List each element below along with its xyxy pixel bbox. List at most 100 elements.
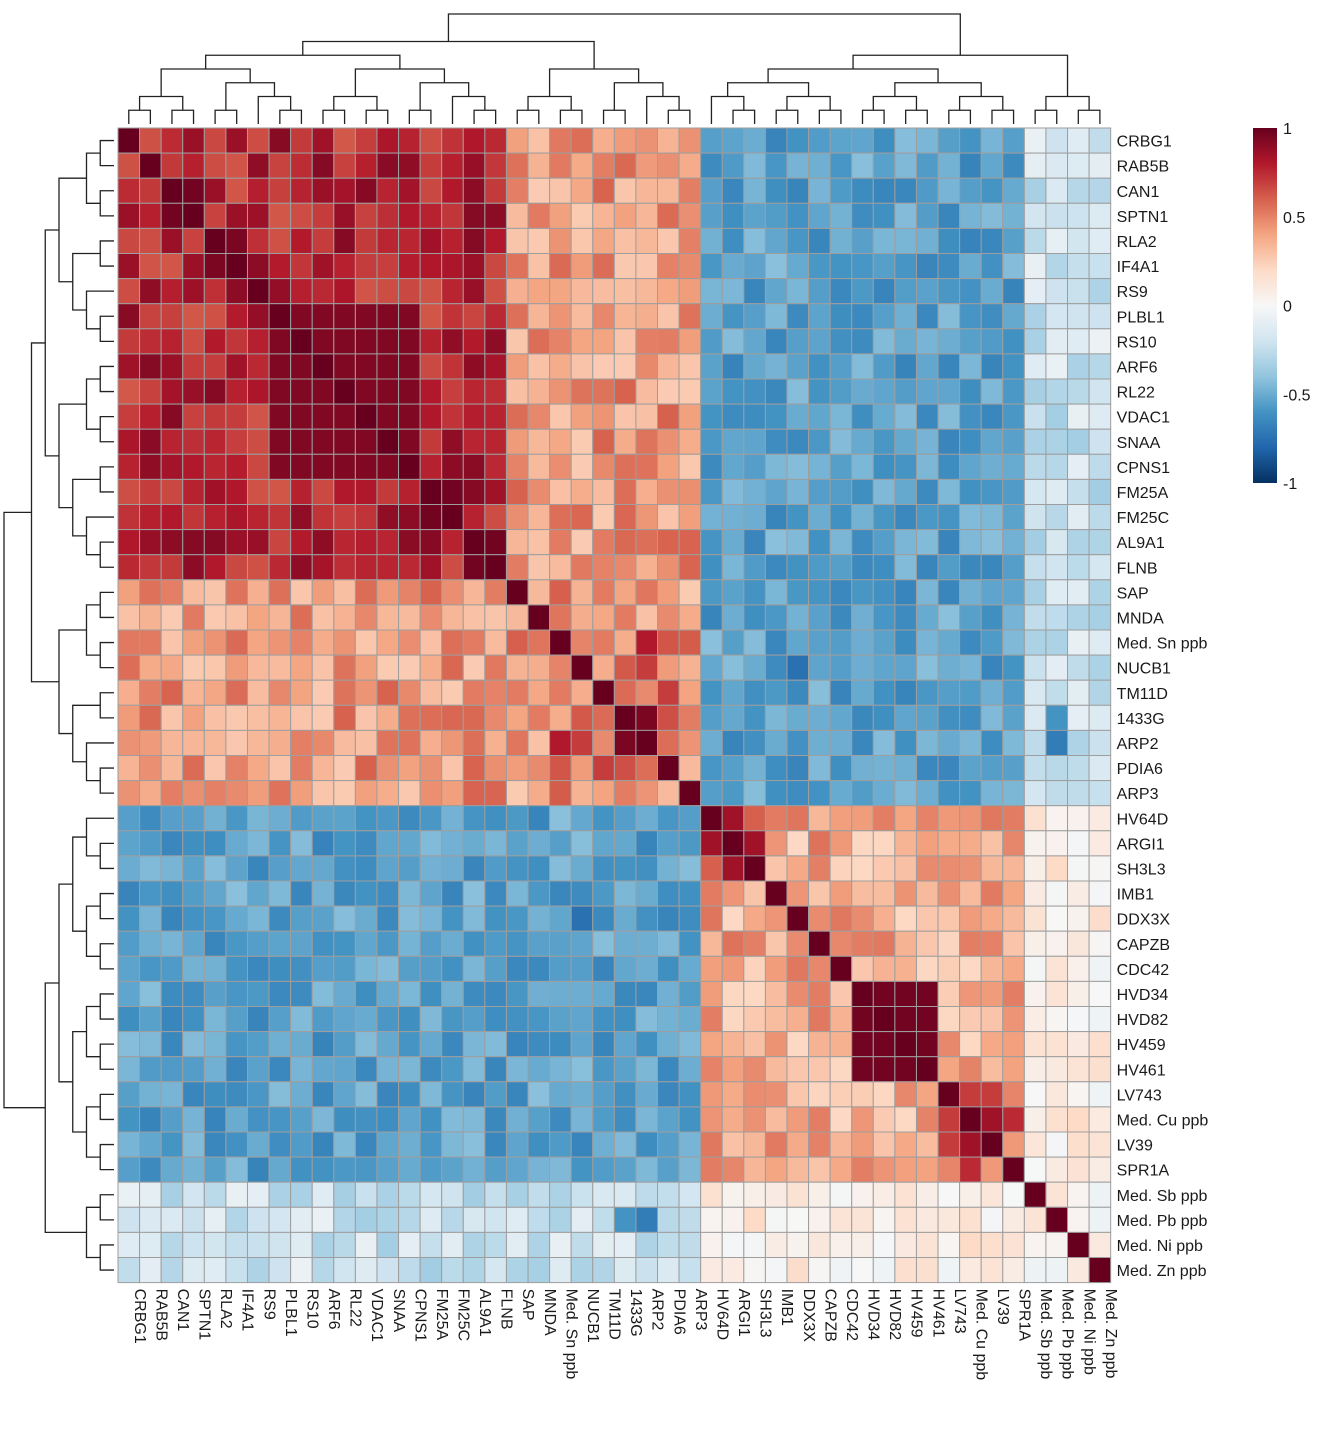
column-labels: CRBG1 RAB5B CAN1 SPTN1 RLA2 IF4A1 RS9 PLBL1 RS10… xyxy=(131,1289,1119,1381)
heatmap-cell xyxy=(700,453,723,480)
heatmap-cell xyxy=(376,554,400,581)
heatmap-cell xyxy=(700,1181,723,1208)
heatmap-cell xyxy=(678,227,702,254)
heatmap-cell xyxy=(851,980,874,1008)
heatmap-cell xyxy=(635,378,658,405)
heatmap-cell xyxy=(872,729,896,757)
heatmap-cell xyxy=(678,202,702,229)
heatmap-cell xyxy=(225,629,248,656)
heatmap-cell xyxy=(915,202,939,229)
heatmap-cell xyxy=(182,127,205,154)
heatmap-cell xyxy=(657,127,680,154)
heatmap-cell xyxy=(678,1106,702,1133)
heatmap-cell xyxy=(980,227,1004,254)
heatmap-cell xyxy=(613,1081,637,1108)
dendrogram-branch xyxy=(905,109,928,124)
heatmap-cell xyxy=(139,855,162,882)
heatmap-cell xyxy=(139,504,162,531)
heatmap-cell xyxy=(527,930,551,957)
heatmap-cell xyxy=(635,1257,658,1284)
heatmap-cell xyxy=(484,1156,507,1183)
heatmap-cell xyxy=(441,679,464,706)
heatmap-cell xyxy=(117,478,141,505)
heatmap-cell xyxy=(398,805,421,832)
heatmap-cell xyxy=(311,453,335,480)
heatmap-cell xyxy=(959,729,982,757)
heatmap-cell xyxy=(764,403,788,430)
heatmap-cell xyxy=(1088,830,1112,857)
heatmap-cell xyxy=(959,1006,982,1033)
heatmap-cell xyxy=(225,1257,248,1284)
heatmap-cell xyxy=(139,1231,162,1259)
heatmap-cell xyxy=(743,855,766,882)
heatmap-cell xyxy=(613,554,637,581)
heatmap-cell xyxy=(786,780,810,807)
heatmap-cell xyxy=(894,805,917,832)
heatmap-cell xyxy=(743,1081,766,1108)
heatmap-cell xyxy=(160,729,184,757)
heatmap-cell xyxy=(203,353,227,380)
heatmap-cell xyxy=(160,805,184,832)
heatmap-cell xyxy=(1045,755,1069,782)
heatmap-cell xyxy=(441,378,464,405)
heatmap-cell xyxy=(721,504,745,531)
heatmap-cell xyxy=(700,729,723,757)
heatmap-cell xyxy=(549,980,572,1008)
heatmap-cell xyxy=(484,1106,507,1133)
heatmap-cell xyxy=(872,579,896,606)
heatmap-cell xyxy=(657,679,680,706)
heatmap-cell xyxy=(743,227,766,254)
heatmap-cell xyxy=(354,253,378,280)
heatmap-cell xyxy=(1045,679,1069,706)
heatmap-cell xyxy=(398,177,421,204)
heatmap-cell xyxy=(743,654,766,681)
heatmap-cell xyxy=(613,679,637,706)
heatmap-cell xyxy=(743,428,766,455)
heatmap-cell xyxy=(1023,177,1047,204)
heatmap-cell xyxy=(398,278,421,305)
heatmap-cell xyxy=(354,328,378,355)
heatmap-cell xyxy=(398,629,421,656)
heatmap-cell xyxy=(851,604,874,631)
heatmap-cell xyxy=(203,1081,227,1108)
row-label: RL22 xyxy=(1117,385,1155,402)
heatmap-cell xyxy=(764,830,788,857)
heatmap-cell xyxy=(743,905,766,932)
heatmap-cell xyxy=(117,453,141,480)
heatmap-cell xyxy=(872,1031,896,1058)
heatmap-cell xyxy=(570,1206,594,1233)
heatmap-cell xyxy=(1023,1081,1047,1108)
heatmap-cell xyxy=(354,679,378,706)
heatmap-cell xyxy=(786,1156,810,1183)
row-label: Med. Sn ppb xyxy=(1117,636,1208,653)
heatmap-cell xyxy=(980,127,1004,154)
heatmap-cell xyxy=(743,629,766,656)
heatmap-cell xyxy=(743,830,766,857)
heatmap-cell xyxy=(570,353,594,380)
heatmap-cell xyxy=(743,1156,766,1183)
heatmap-cell xyxy=(1023,202,1047,229)
heatmap-cell xyxy=(1002,880,1025,907)
heatmap-cell xyxy=(592,1231,615,1259)
column-label: FM25A xyxy=(433,1289,450,1341)
heatmap-cell xyxy=(592,1181,615,1208)
heatmap-cell xyxy=(915,1056,939,1083)
heatmap-cell xyxy=(139,905,162,932)
heatmap-cell xyxy=(1002,755,1025,782)
heatmap-cell xyxy=(139,1257,162,1284)
heatmap-cell xyxy=(333,980,356,1008)
heatmap-cell xyxy=(1045,629,1069,656)
heatmap-cell xyxy=(441,504,464,531)
heatmap-cell xyxy=(894,253,917,280)
heatmap-cell xyxy=(959,780,982,807)
heatmap-cell xyxy=(290,780,313,807)
heatmap-cell xyxy=(333,1031,356,1058)
heatmap-cell xyxy=(786,1206,810,1233)
heatmap-cell xyxy=(398,1006,421,1033)
heatmap-cell xyxy=(268,253,292,280)
heatmap-cell xyxy=(1023,1181,1047,1208)
heatmap-cell xyxy=(1002,855,1025,882)
heatmap-cell xyxy=(743,579,766,606)
heatmap-cell xyxy=(829,704,853,731)
heatmap-cell xyxy=(937,303,961,330)
